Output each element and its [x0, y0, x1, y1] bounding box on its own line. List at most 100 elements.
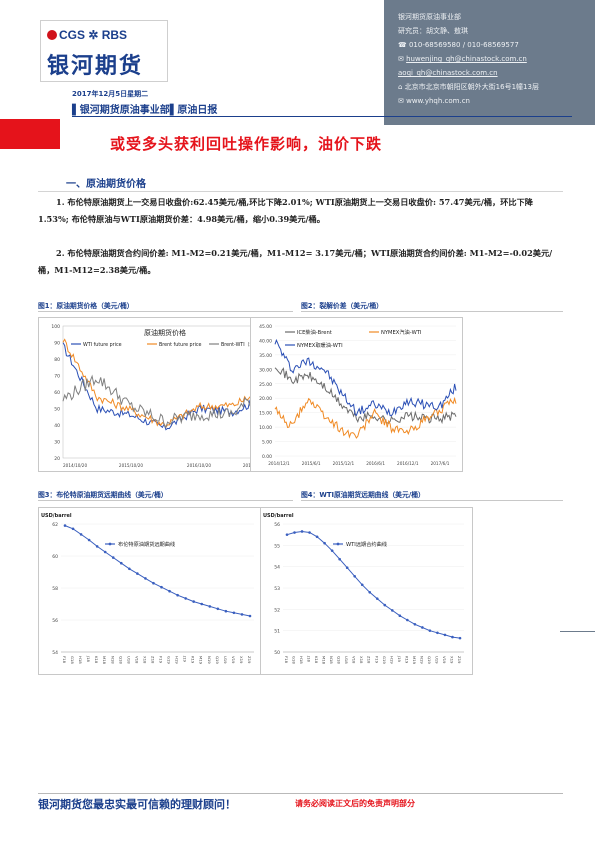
- fig1-caption: 图1：原油期货价格（美元/桶）: [38, 302, 134, 310]
- fig4-caption-line: [301, 500, 563, 501]
- fig3-curve: [64, 525, 251, 617]
- fig3-x-tick: M19: [199, 656, 204, 665]
- fig3-caption-line: [38, 500, 293, 501]
- fig4-x-tick: X19: [449, 656, 454, 664]
- fig1-y-left-tick: 30: [54, 440, 60, 446]
- fig4-x-tick: H19: [389, 656, 394, 664]
- fig3-unit-label: USD/barrel: [41, 513, 72, 519]
- fig4-y-tick: 53: [274, 586, 280, 592]
- fig1-title: 原油期货价格: [144, 328, 186, 337]
- fig4-x-tick: G19: [382, 656, 387, 664]
- fig3-y-tick: 62: [52, 522, 58, 528]
- fig3-x-tick: U18: [126, 656, 131, 664]
- fig3-x-tick: G18: [70, 656, 75, 664]
- fig2-y-tick: 0.00: [262, 454, 272, 460]
- fig2-legend-label: NYMEX取暖油-WTI: [297, 341, 343, 349]
- fig4-point: [443, 633, 447, 637]
- fig2-series-line: [274, 338, 457, 417]
- fig3-point: [168, 589, 171, 593]
- fig2-y-tick: 35.00: [259, 353, 272, 359]
- fig2-legend-label: ICE柴油-Brent: [297, 328, 332, 336]
- fig4-x-tick: V19: [442, 656, 447, 664]
- fig4-x-tick: H18: [299, 656, 304, 664]
- fig3-point: [216, 607, 220, 611]
- fig2-x-tick: 2015/12/1: [333, 461, 355, 466]
- fig3-x-tick: G19: [167, 656, 172, 664]
- side-marker: [560, 631, 595, 632]
- fig1-legend-label: Brent-WTI（右）: [221, 341, 259, 348]
- fig1-y-left-tick: 20: [54, 456, 60, 462]
- fig3-y-tick: 60: [52, 554, 58, 560]
- fig3-x-tick: J18: [86, 655, 91, 663]
- fig1-series-line: [62, 374, 268, 429]
- fig1-y-left-tick: 80: [54, 357, 60, 363]
- fig1-y-left-tick: 50: [54, 407, 60, 413]
- fig3-y-tick: 54: [52, 650, 58, 656]
- logo-brand-cn: 银河期货: [47, 54, 144, 79]
- fig3-x-tick: J19: [183, 655, 188, 663]
- fig4-point: [353, 574, 356, 578]
- fig3-y-tick: 56: [52, 618, 58, 624]
- fig4-point: [428, 629, 432, 632]
- fig4-point: [308, 531, 311, 534]
- footer-disclaimer: 请务必阅读正文后的免责声明部分: [295, 799, 415, 808]
- fig3-point: [248, 614, 252, 618]
- fig3-point: [111, 556, 115, 559]
- fig4-point: [451, 635, 454, 639]
- fig4-point: [285, 533, 289, 536]
- contact-researchers: 研究员：胡文静、敖琪: [398, 27, 468, 35]
- fig3-caption: 图3：布伦特原油期货远期曲线（美元/桶）: [38, 491, 168, 499]
- fig3-point: [184, 597, 187, 600]
- fig1-legend-label: WTI future price: [83, 342, 122, 348]
- logo-dot-icon: [47, 30, 57, 40]
- fig3-x-tick: U19: [223, 656, 228, 664]
- fig3-point: [240, 613, 244, 616]
- fig2-chart: 45.00 40.00 35.00 30.00 25.00 20.00 15.00 10.00…: [250, 317, 463, 472]
- fig4-x-tick: M18: [322, 656, 327, 665]
- fig3-point: [152, 581, 155, 585]
- fig3-point: [63, 524, 67, 527]
- fig3-x-tick: K18: [94, 656, 99, 664]
- fig1-y-left-tick: 100: [51, 324, 60, 330]
- fig2-y-tick: 25.00: [259, 382, 272, 388]
- contact-email-2[interactable]: aoqi_qh@chinastock.com.cn: [398, 69, 498, 77]
- fig4-x-tick: Z18: [367, 656, 372, 664]
- fig1-legend-label: Brent future price: [159, 342, 202, 348]
- footer-slogan: 银河期货您最忠实最可信赖的理财顾问！: [38, 798, 236, 811]
- fig4-y-tick: 55: [274, 543, 280, 549]
- fig3-point: [95, 545, 99, 548]
- fig4-point: [436, 631, 439, 635]
- fig2-y-tick: 10.00: [259, 425, 272, 431]
- fig4-point: [330, 549, 334, 552]
- fig4-y-tick: 51: [274, 629, 280, 635]
- fig4-caption: 图4：WTI原油期货远期曲线（美元/桶）: [301, 491, 425, 499]
- fig4-point: [368, 590, 372, 594]
- fig3-x-tick: H18: [78, 656, 83, 664]
- contact-email-1[interactable]: ✉ huwenjing_qh@chinastock.com.cn: [398, 55, 527, 63]
- fig4-y-tick: 54: [274, 565, 280, 571]
- fig4-point: [406, 618, 409, 622]
- fig3-x-tick: N18: [110, 656, 115, 664]
- fig1-y-left-tick: 60: [54, 390, 60, 396]
- fig3-x-tick: V19: [231, 656, 236, 664]
- fig2-caption: 图2：裂解价差（美元/桶）: [301, 302, 383, 310]
- report-headline: 或受多头获利回吐操作影响，油价下跌: [110, 135, 383, 153]
- fig4-y-tick: 56: [274, 522, 280, 528]
- fig3-point: [208, 605, 212, 608]
- contact-website[interactable]: ✉ www.yhqh.com.cn: [398, 97, 470, 105]
- fig4-x-tick: M19: [412, 656, 417, 665]
- fig3-x-tick: X18: [142, 656, 147, 664]
- fig4-x-tick: N19: [419, 656, 424, 664]
- fig3-point: [192, 600, 195, 603]
- fig4-x-tick: X18: [359, 656, 364, 664]
- company-logo: CGS ✲ RBS 银河期货: [40, 20, 168, 82]
- fig1-x-tick: 2016/10/20: [187, 463, 211, 468]
- fig4-point: [315, 535, 319, 539]
- fig2-svg: 45.00 40.00 35.00 30.00 25.00 20.00 15.00 10.00…: [259, 324, 457, 466]
- fig2-y-tick: 20.00: [259, 396, 272, 402]
- fig4-x-tick: K18: [314, 656, 319, 664]
- fig2-x-tick: 2016/12/1: [397, 461, 419, 466]
- fig4-chart: USD/barrel 56 55 54 53 52 51 50 F18 G18 H18 J18 K18 M…: [260, 507, 473, 675]
- fig2-series-line: [274, 367, 457, 425]
